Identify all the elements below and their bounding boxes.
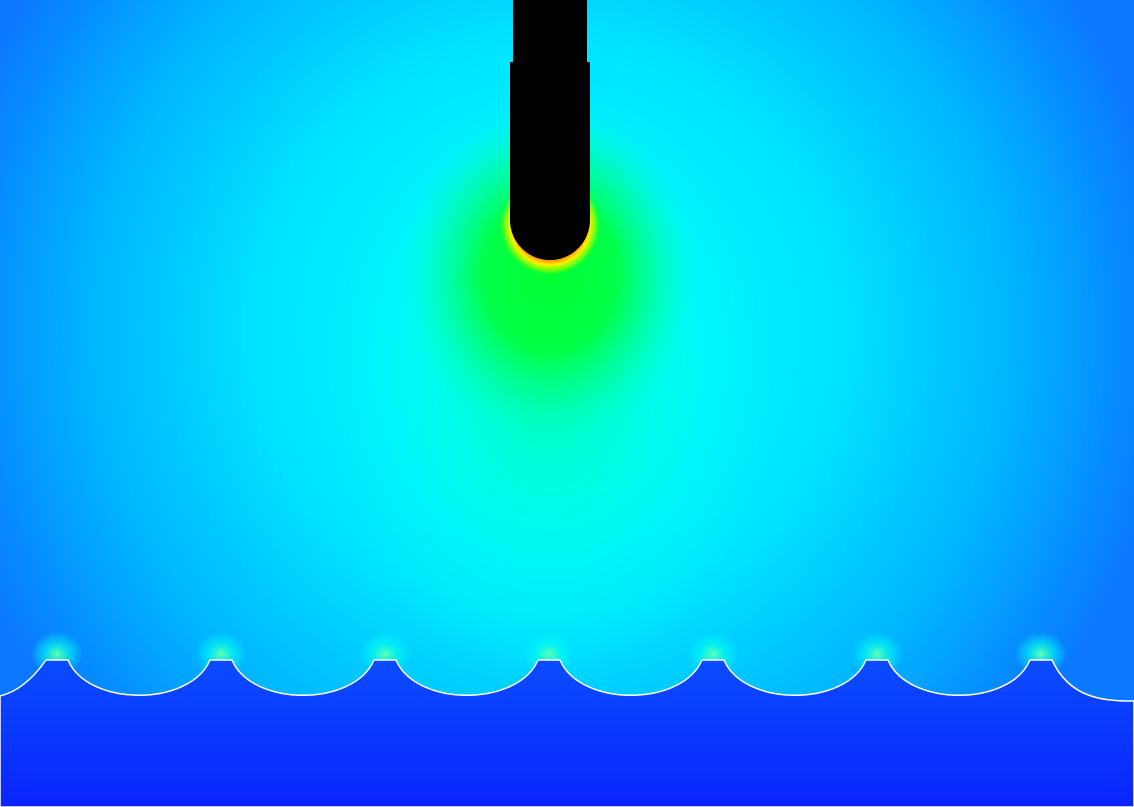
probe bbox=[510, 0, 590, 260]
field-core bbox=[380, 100, 720, 460]
probe-shank-top bbox=[513, 0, 587, 70]
scalloped-substrate bbox=[0, 659, 1134, 807]
probe-tip bbox=[510, 180, 590, 260]
